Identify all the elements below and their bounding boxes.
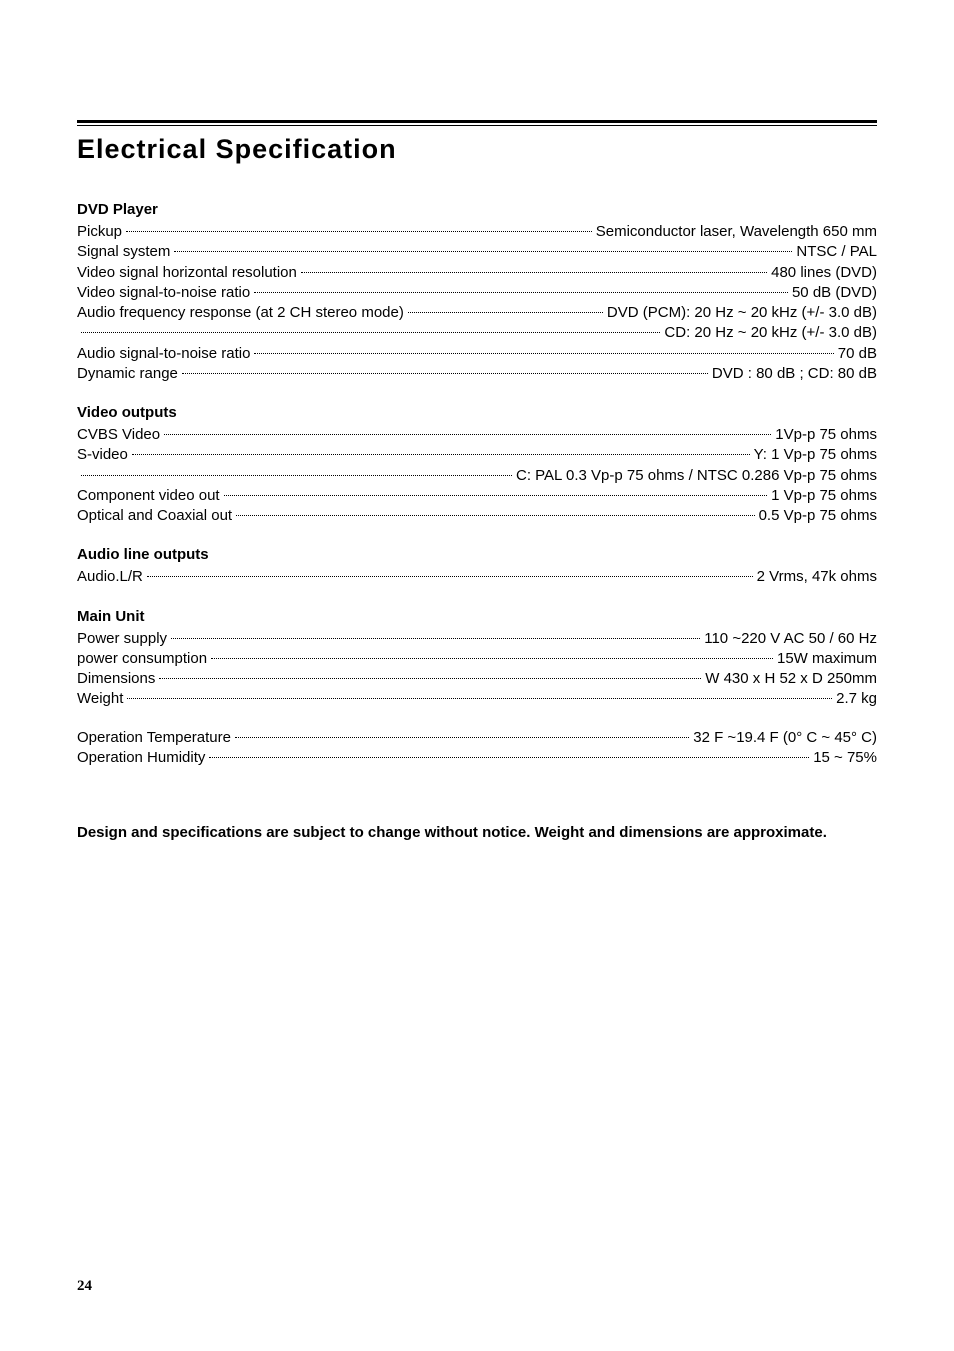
leader-dots — [301, 272, 767, 273]
spec-value: 1Vp-p 75 ohms — [775, 425, 877, 445]
leader-dots — [254, 353, 833, 354]
leader-dots — [147, 576, 753, 577]
spec-row: CVBS Video 1Vp-p 75 ohms — [77, 425, 877, 445]
spec-row: Video signal-to-noise ratio 50 dB (DVD) — [77, 283, 877, 303]
section-heading-video: Video outputs — [77, 404, 877, 421]
spec-row: Weight 2.7 kg — [77, 689, 877, 709]
spec-label: Audio signal-to-noise ratio — [77, 344, 250, 364]
leader-dots — [127, 698, 832, 699]
spec-label: Audio.L/R — [77, 567, 143, 587]
spec-row: Audio signal-to-noise ratio 70 dB — [77, 344, 877, 364]
spec-value: DVD (PCM): 20 Hz ~ 20 kHz (+/- 3.0 dB) — [607, 303, 877, 323]
spec-value: 0.5 Vp-p 75 ohms — [759, 506, 877, 526]
leader-dots — [224, 495, 767, 496]
leader-dots — [235, 737, 689, 738]
spec-row: Power supply 110 ~220 V AC 50 / 60 Hz — [77, 629, 877, 649]
disclaimer-note: Design and specifications are subject to… — [77, 822, 877, 843]
spec-label: Operation Temperature — [77, 728, 231, 748]
spec-label: Component video out — [77, 486, 220, 506]
spec-row: Video signal horizontal resolution 480 l… — [77, 263, 877, 283]
spec-value: W 430 x H 52 x D 250mm — [705, 669, 877, 689]
spec-label: Optical and Coaxial out — [77, 506, 232, 526]
spec-label: Power supply — [77, 629, 167, 649]
section-heading-main: Main Unit — [77, 608, 877, 625]
leader-dots — [174, 251, 792, 252]
spec-value: NTSC / PAL — [796, 242, 877, 262]
leader-dots — [81, 332, 660, 333]
spec-value: C: PAL 0.3 Vp-p 75 ohms / NTSC 0.286 Vp-… — [516, 466, 877, 486]
section-heading-dvd: DVD Player — [77, 201, 877, 218]
spec-row: Optical and Coaxial out 0.5 Vp-p 75 ohms — [77, 506, 877, 526]
leader-dots — [171, 638, 700, 639]
spec-row: power consumption 15W maximum — [77, 649, 877, 669]
leader-dots — [132, 454, 750, 455]
spec-row: Dynamic range DVD : 80 dB ; CD: 80 dB — [77, 364, 877, 384]
spec-value: 1 Vp-p 75 ohms — [771, 486, 877, 506]
spec-label: Signal system — [77, 242, 170, 262]
spec-row: Dimensions W 430 x H 52 x D 250mm — [77, 669, 877, 689]
spec-value: 50 dB (DVD) — [792, 283, 877, 303]
leader-dots — [159, 678, 701, 679]
spec-value: 32 F ~19.4 F (0° C ~ 45° C) — [693, 728, 877, 748]
leader-dots — [236, 515, 755, 516]
leader-dots — [209, 757, 809, 758]
leader-dots — [254, 292, 788, 293]
spec-label: Audio frequency response (at 2 CH stereo… — [77, 303, 404, 323]
spec-row: S-video Y: 1 Vp-p 75 ohms — [77, 445, 877, 465]
spec-value: 15W maximum — [777, 649, 877, 669]
top-rule — [77, 120, 877, 126]
spec-label: CVBS Video — [77, 425, 160, 445]
spec-row: Pickup Semiconductor laser, Wavelength 65… — [77, 222, 877, 242]
spec-label: power consumption — [77, 649, 207, 669]
spec-row: Audio.L/R 2 Vrms, 47k ohms — [77, 567, 877, 587]
spec-row: C: PAL 0.3 Vp-p 75 ohms / NTSC 0.286 Vp-… — [77, 466, 877, 486]
leader-dots — [126, 231, 592, 232]
spec-value: 480 lines (DVD) — [771, 263, 877, 283]
spec-row: Operation Temperature 32 F ~19.4 F (0° C… — [77, 728, 877, 748]
spec-label: Operation Humidity — [77, 748, 205, 768]
leader-dots — [182, 373, 708, 374]
spec-value: 15 ~ 75% — [813, 748, 877, 768]
spec-value: 110 ~220 V AC 50 / 60 Hz — [704, 629, 877, 649]
spec-value: Y: 1 Vp-p 75 ohms — [754, 445, 877, 465]
leader-dots — [164, 434, 771, 435]
spec-label: Pickup — [77, 222, 122, 242]
spec-row: Audio frequency response (at 2 CH stereo… — [77, 303, 877, 323]
spec-label: Video signal horizontal resolution — [77, 263, 297, 283]
spec-value: 70 dB — [838, 344, 877, 364]
page-title: Electrical Specification — [77, 134, 877, 165]
spec-value: Semiconductor laser, Wavelength 650 mm — [596, 222, 877, 242]
spec-label: Dimensions — [77, 669, 155, 689]
spec-value: 2.7 kg — [836, 689, 877, 709]
spec-row: Component video out 1 Vp-p 75 ohms — [77, 486, 877, 506]
spec-label: Weight — [77, 689, 123, 709]
page-number: 24 — [77, 1278, 92, 1295]
leader-dots — [81, 475, 512, 476]
leader-dots — [408, 312, 603, 313]
spec-row: CD: 20 Hz ~ 20 kHz (+/- 3.0 dB) — [77, 323, 877, 343]
spec-label: Dynamic range — [77, 364, 178, 384]
section-heading-audio: Audio line outputs — [77, 546, 877, 563]
spec-value: 2 Vrms, 47k ohms — [757, 567, 877, 587]
leader-dots — [211, 658, 773, 659]
spec-label: Video signal-to-noise ratio — [77, 283, 250, 303]
spec-value: CD: 20 Hz ~ 20 kHz (+/- 3.0 dB) — [664, 323, 877, 343]
spec-label: S-video — [77, 445, 128, 465]
spec-row: Signal system NTSC / PAL — [77, 242, 877, 262]
gap — [77, 710, 877, 728]
spec-value: DVD : 80 dB ; CD: 80 dB — [712, 364, 877, 384]
spec-row: Operation Humidity 15 ~ 75% — [77, 748, 877, 768]
